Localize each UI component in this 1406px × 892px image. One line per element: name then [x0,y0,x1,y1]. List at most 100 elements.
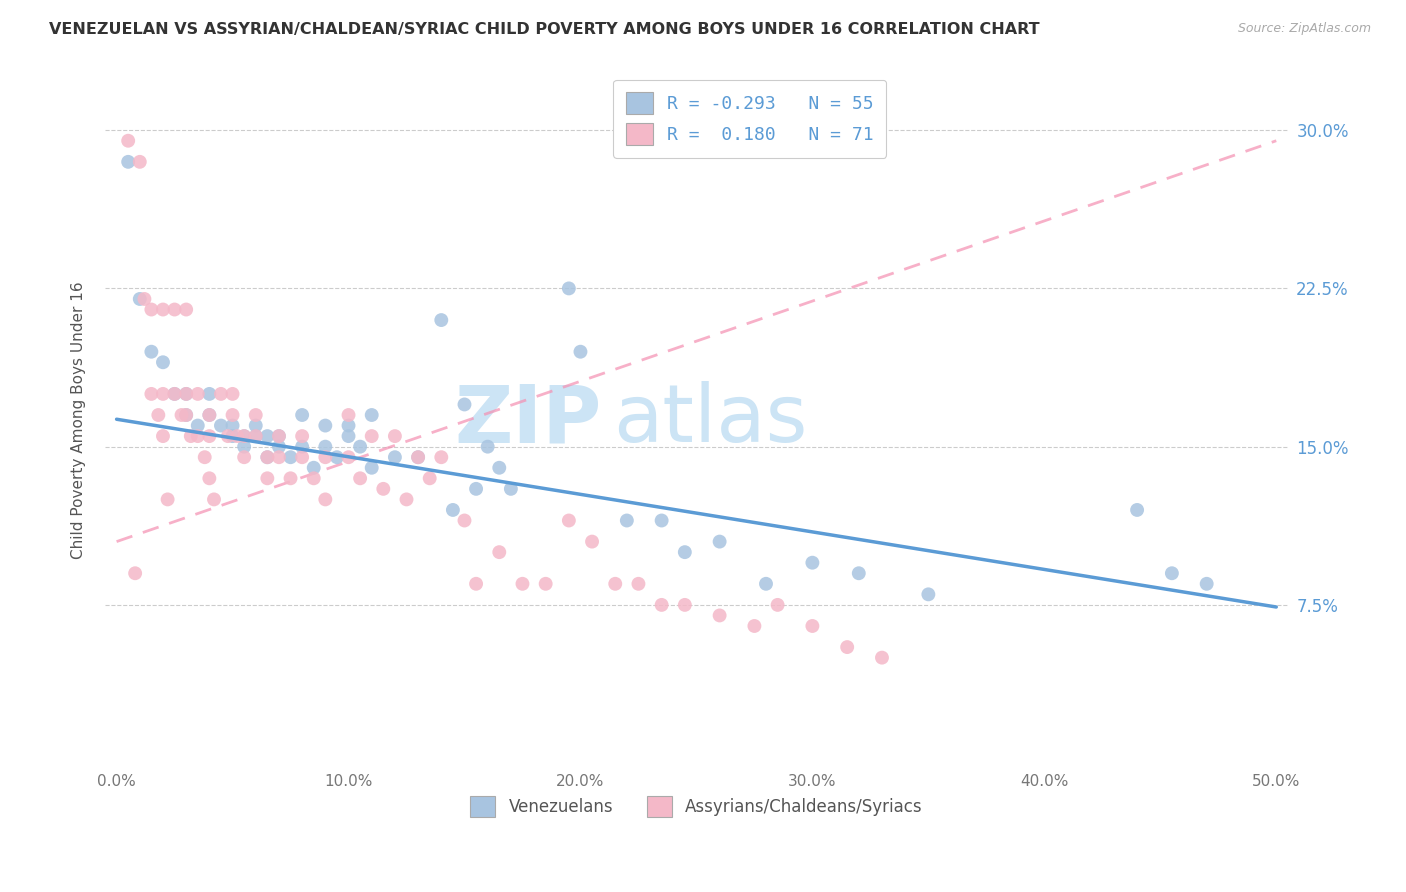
Point [314,492,336,507]
Point [256,471,278,485]
Point [349,471,371,485]
Point [766,598,789,612]
Point [337,450,360,465]
Point [267,429,290,443]
Point [217,429,239,443]
Point [152,387,174,401]
Point [569,344,592,359]
Point [148,408,170,422]
Point [221,418,243,433]
Point [124,566,146,581]
Point [280,450,302,465]
Point [651,514,673,528]
Text: Source: ZipAtlas.com: Source: ZipAtlas.com [1237,22,1371,36]
Point [291,450,314,465]
Point [291,429,314,443]
Point [651,598,673,612]
Point [406,450,429,465]
Point [430,450,453,465]
Point [465,576,488,591]
Point [141,387,163,401]
Point [194,450,217,465]
Point [755,576,778,591]
Point [174,387,197,401]
Point [256,450,278,465]
Point [152,302,174,317]
Point [673,598,696,612]
Point [384,429,406,443]
Point [581,534,603,549]
Point [198,471,221,485]
Point [373,482,395,496]
Point [174,387,197,401]
Point [917,587,939,601]
Point [465,482,488,496]
Point [616,514,638,528]
Point [221,429,243,443]
Point [499,482,522,496]
Point [453,397,475,411]
Point [441,503,464,517]
Text: ZIP: ZIP [454,381,602,459]
Point [198,408,221,422]
Point [117,154,139,169]
Point [245,429,267,443]
Y-axis label: Child Poverty Among Boys Under 16: Child Poverty Among Boys Under 16 [72,282,86,559]
Point [233,429,256,443]
Point [419,471,441,485]
Point [245,408,267,422]
Point [360,408,382,422]
Point [801,619,824,633]
Point [488,460,510,475]
Point [267,429,290,443]
Point [117,134,139,148]
Point [141,302,163,317]
Point [291,440,314,454]
Point [360,460,382,475]
Point [198,429,221,443]
Point [558,514,581,528]
Point [430,313,453,327]
Point [709,534,731,549]
Point [337,418,360,433]
Point [406,450,429,465]
Point [627,576,650,591]
Point [384,450,406,465]
Point [163,387,186,401]
Point [1195,576,1218,591]
Point [267,440,290,454]
Point [187,429,209,443]
Point [170,408,193,422]
Point [337,429,360,443]
Point [673,545,696,559]
Point [198,387,221,401]
Point [134,292,156,306]
Point [280,471,302,485]
Point [744,619,766,633]
Point [187,418,209,433]
Point [512,576,534,591]
Point [488,545,510,559]
Point [221,387,243,401]
Point [477,440,499,454]
Point [709,608,731,623]
Point [349,440,371,454]
Point [314,418,336,433]
Point [245,418,267,433]
Point [174,408,197,422]
Point [605,576,627,591]
Point [302,471,325,485]
Point [256,450,278,465]
Point [202,492,225,507]
Point [128,292,150,306]
Point [801,556,824,570]
Point [174,302,197,317]
Point [870,650,893,665]
Point [848,566,870,581]
Point [291,408,314,422]
Point [267,450,290,465]
Point [395,492,418,507]
Point [226,429,249,443]
Point [1126,503,1149,517]
Point [156,492,179,507]
